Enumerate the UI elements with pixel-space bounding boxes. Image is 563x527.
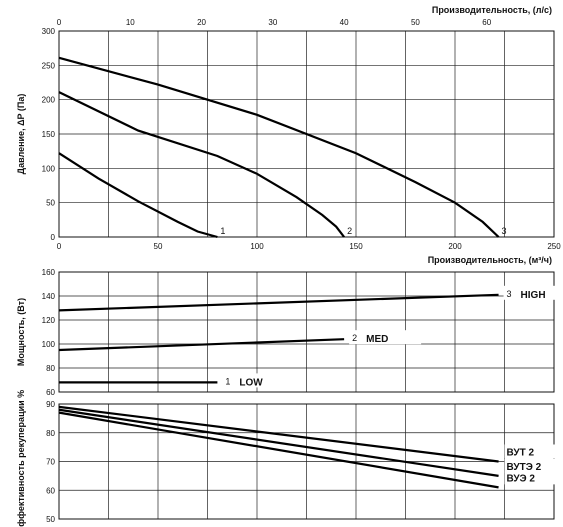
chart-1-x2-axis-title: Производительность, (л/с) [432,5,552,15]
chart-1-y-tick-label: 200 [42,96,56,105]
chart-1-series-2-line [58,91,345,238]
chart-3-label-backing [504,458,559,473]
chart-1-y-tick-label: 150 [42,130,56,139]
chart-2-series-number: 3 [507,289,512,299]
chart-1-y-tick-label: 250 [42,61,56,70]
chart-3-series-label: ВУЭ 2 [507,473,536,484]
chart-1-x-tick-label: 200 [448,242,462,251]
chart-1-x-tick-label: 100 [250,242,264,251]
chart-1-x-tick-label: 0 [57,242,62,251]
chart-3-y-tick-label: 90 [46,400,55,409]
chart-1-x2-tick-label: 0 [57,18,62,27]
chart-1-x2-tick-label: 50 [411,18,420,27]
chart-2-series-mode: LOW [239,377,263,388]
chart-1-x-axis-title: Производительность, (м³/ч) [428,255,552,265]
chart-1-x-tick-label: 250 [547,242,561,251]
chart-2-frame [58,271,555,393]
chart-3-label-backing [504,470,559,485]
chart-1-x2-tick-label: 20 [197,18,206,27]
chart-1-x2-tick-label: 30 [268,18,277,27]
chart-3-series-line [58,405,499,463]
chart-1-x-tick-label: 150 [349,242,363,251]
chart-3-y-tick-label: 50 [46,515,55,524]
chart-1-series-1-line [58,152,218,239]
chart-1-series-label: 1 [220,226,225,236]
chart-2-y-tick-label: 120 [42,316,56,325]
chart-2-y-tick-label: 80 [46,364,55,373]
chart-3-series-label: ВУТЭ 2 [507,462,542,473]
chart-1-y-tick-label: 300 [42,27,56,36]
chart-1-y-axis-title: Давление, ΔP (Па) [16,94,26,175]
chart-2-y-tick-label: 60 [46,388,55,397]
chart-3-series-line [58,411,499,489]
chart-3-series-label: ВУТ 2 [507,448,535,459]
chart-2-series-3-line [58,293,499,312]
chart-1-series-3-line [58,56,500,238]
chart-1-series-label: 3 [502,226,507,236]
chart-3-label-backing [504,444,559,459]
chart-2-label-backing [349,330,422,345]
chart-1-x2-tick-label: 40 [340,18,349,27]
chart-3-series-line [58,408,499,477]
chart-1-x-tick-label: 50 [154,242,163,251]
chart-2-y-tick-label: 100 [42,340,56,349]
chart-1-y-tick-label: 0 [51,233,56,242]
chart-2-label-backing [503,285,563,300]
chart-3-y-tick-label: 70 [46,458,55,467]
chart-3-y-tick-label: 60 [46,486,55,495]
chart-2-series-2-line [58,338,345,352]
chart-2-y-tick-label: 160 [42,268,56,277]
chart-1-series-label: 2 [347,226,352,236]
chart-2-label-backing [222,373,295,388]
chart-3-y-axis-title: Эффективность рекуперации % [16,390,26,527]
chart-2-series-number: 2 [352,333,357,343]
chart-1-y-tick-label: 50 [46,199,55,208]
chart-2-series-mode: HIGH [521,290,546,301]
chart-2-series-mode: MED [366,334,388,345]
chart-1-frame [58,30,555,238]
chart-1-x2-tick-label: 60 [482,18,491,27]
chart-2-y-tick-label: 140 [42,292,56,301]
chart-2-y-axis-title: Мощность, (Вт) [16,298,26,366]
chart-2-series-number: 1 [225,376,230,386]
chart-1-y-tick-label: 100 [42,164,56,173]
chart-3-y-tick-label: 80 [46,429,55,438]
chart-1-x2-tick-label: 10 [126,18,135,27]
